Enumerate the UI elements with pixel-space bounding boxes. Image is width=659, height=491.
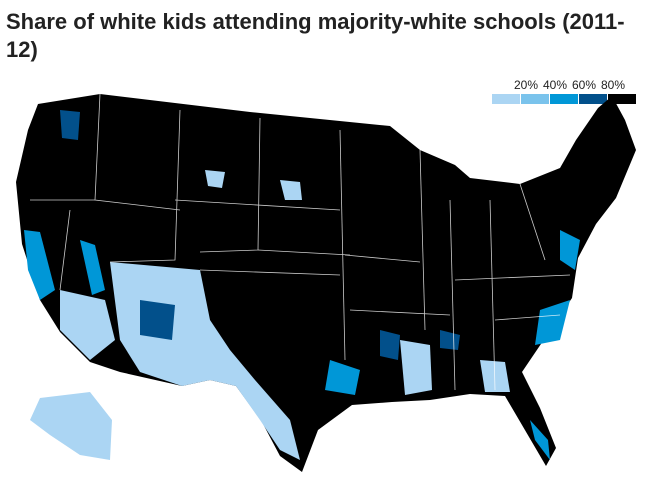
legend-label: 40% — [543, 78, 568, 92]
legend-swatch — [579, 94, 607, 104]
legend-label: 60% — [572, 78, 597, 92]
alaska — [30, 392, 112, 460]
legend-label: 20% — [514, 78, 539, 92]
us-mainland — [16, 94, 636, 472]
legend-swatch — [608, 94, 636, 104]
legend-swatch — [550, 94, 578, 104]
legend-label: 80% — [601, 78, 626, 92]
map-title: Share of white kids attending majority-w… — [6, 9, 625, 62]
legend-swatch — [521, 94, 549, 104]
dark-blue-regions — [60, 110, 460, 360]
state-borders — [30, 93, 571, 391]
blue-regions — [24, 230, 580, 460]
legend-swatch — [492, 94, 520, 104]
